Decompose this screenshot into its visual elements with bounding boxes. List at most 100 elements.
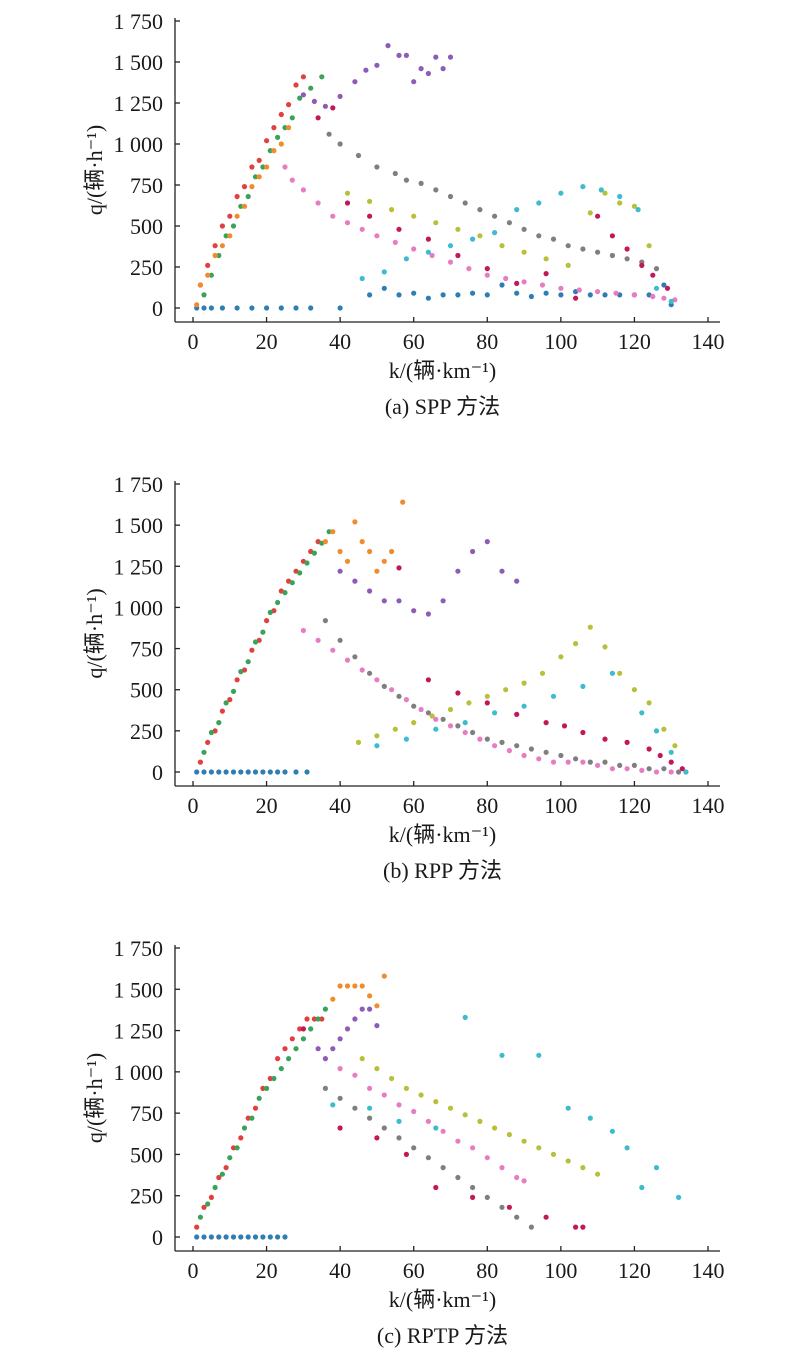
scatter-point — [683, 769, 689, 775]
scatter-point — [322, 1006, 328, 1012]
scatter-point — [389, 207, 395, 213]
scatter-point — [352, 1072, 358, 1078]
scatter-point — [308, 85, 314, 91]
scatter-point — [462, 729, 468, 736]
scatter-point — [543, 271, 549, 277]
scatter-point — [477, 233, 483, 239]
scatter-point — [223, 1234, 229, 1240]
scatter-point — [252, 1234, 259, 1240]
scatter-point — [337, 141, 343, 147]
y-tick-label: 1 000 — [114, 1060, 164, 1085]
x-tick-label: 80 — [476, 793, 498, 818]
x-tick-label: 40 — [329, 793, 351, 818]
scatter-point — [297, 570, 303, 576]
scatter-point — [470, 1145, 476, 1151]
x-tick-label: 60 — [403, 1258, 425, 1283]
scatter-point — [315, 1016, 321, 1022]
scatter-point — [506, 1204, 512, 1210]
scatter-point — [389, 1075, 395, 1082]
scatter-point — [208, 272, 214, 278]
scatter-point — [252, 174, 259, 180]
scatter-point — [392, 726, 398, 732]
scatter-point — [624, 766, 630, 772]
scatter-point — [264, 618, 270, 624]
scatter-point — [425, 677, 431, 683]
scatter-point — [561, 723, 568, 729]
scatter-point — [337, 1036, 343, 1042]
scatter-point — [499, 1165, 505, 1171]
scatter-point — [367, 1115, 373, 1121]
scatter-point — [418, 66, 424, 72]
scatter-point — [293, 305, 299, 311]
x-tick-label: 120 — [618, 329, 651, 354]
scatter-point — [396, 1102, 402, 1108]
scatter-point — [440, 716, 446, 722]
scatter-point — [466, 266, 472, 272]
scatter-point — [484, 1194, 490, 1200]
scatter-point — [595, 289, 601, 295]
y-tick-label: 1 500 — [114, 50, 164, 75]
scatter-point — [539, 282, 546, 288]
scatter-point — [208, 1234, 214, 1240]
scatter-point — [344, 558, 351, 564]
scatter-point — [282, 164, 288, 170]
scatter-point — [271, 1075, 277, 1082]
scatter-point — [315, 1046, 321, 1052]
scatter-point — [396, 598, 402, 604]
scatter-point — [650, 272, 656, 278]
scatter-point — [355, 152, 362, 159]
scatter-point — [499, 1204, 505, 1210]
scatter-point — [492, 230, 498, 236]
scatter-point — [352, 983, 358, 989]
scatter-point — [418, 180, 424, 186]
x-tick-label: 140 — [692, 1258, 725, 1283]
scatter-point — [359, 667, 365, 673]
scatter-point — [543, 1214, 549, 1220]
scatter-point — [613, 290, 619, 296]
scatter-point — [661, 726, 667, 732]
scatter-point — [492, 710, 498, 716]
scatter-point — [264, 138, 270, 144]
scatter-point — [602, 644, 608, 650]
scatter-point — [455, 723, 461, 729]
scatter-point — [381, 598, 387, 604]
y-tick-label: 1 250 — [114, 1019, 164, 1044]
scatter-point — [322, 618, 328, 624]
scatter-point — [223, 233, 229, 239]
scatter-point — [550, 1151, 557, 1157]
scatter-point — [252, 1105, 259, 1111]
scatter-point — [392, 170, 398, 177]
scatter-point — [337, 548, 343, 555]
scatter-point — [396, 565, 402, 571]
scatter-point — [260, 164, 266, 170]
scatter-point — [392, 239, 398, 245]
scatter-point — [212, 252, 218, 259]
scatter-point — [308, 305, 314, 311]
scatter-point — [256, 157, 262, 163]
scatter-point — [260, 769, 266, 775]
scatter-point — [359, 983, 365, 989]
scatter-point — [282, 125, 288, 131]
scatter-point — [411, 1108, 417, 1115]
scatter-point — [650, 293, 656, 300]
scatter-point — [653, 285, 660, 291]
scatter-point — [205, 1201, 211, 1207]
scatter-point — [595, 249, 601, 255]
scatter-point — [521, 680, 527, 686]
scatter-point — [374, 733, 380, 739]
scatter-point — [602, 736, 608, 742]
scatter-point — [521, 279, 527, 285]
y-tick-label: 250 — [130, 1184, 163, 1209]
scatter-point — [661, 282, 667, 288]
y-tick-label: 1 500 — [114, 513, 164, 538]
scatter-point — [260, 1234, 266, 1240]
scatter-point — [536, 756, 542, 762]
scatter-point — [311, 1016, 317, 1022]
scatter-point — [256, 174, 262, 180]
scatter-point — [282, 590, 288, 596]
scatter-point — [411, 720, 417, 726]
scatter-point — [617, 670, 623, 676]
scatter-point — [216, 252, 222, 259]
x-tick-label: 60 — [403, 793, 425, 818]
